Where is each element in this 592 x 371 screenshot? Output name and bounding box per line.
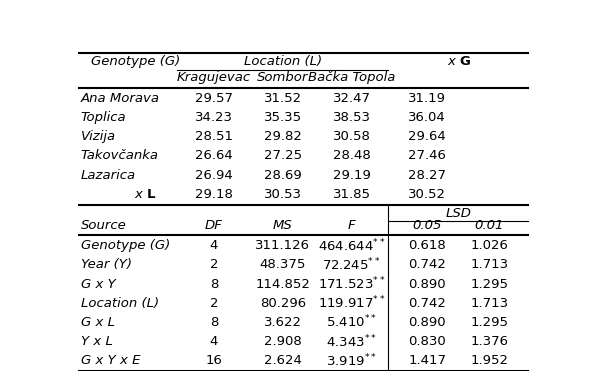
Text: Kragujevac: Kragujevac: [177, 70, 251, 83]
Text: G x L: G x L: [81, 316, 115, 329]
Text: 28.48: 28.48: [333, 150, 371, 162]
Text: 3.622: 3.622: [264, 316, 302, 329]
Text: 29.64: 29.64: [408, 130, 446, 143]
Text: 114.852: 114.852: [255, 278, 310, 290]
Text: 72.245$^{**}$: 72.245$^{**}$: [322, 257, 381, 273]
Text: 1.376: 1.376: [470, 335, 508, 348]
Text: 31.19: 31.19: [408, 92, 446, 105]
Text: 1.713: 1.713: [470, 259, 509, 272]
Text: 48.375: 48.375: [259, 259, 306, 272]
Text: 29.82: 29.82: [264, 130, 302, 143]
Text: 8: 8: [210, 316, 218, 329]
Text: 28.69: 28.69: [264, 168, 302, 181]
Text: Genotype (G): Genotype (G): [81, 239, 170, 252]
Text: F: F: [348, 219, 355, 232]
Text: 35.35: 35.35: [263, 111, 302, 124]
Text: LSD: LSD: [445, 207, 471, 220]
Text: 29.19: 29.19: [333, 168, 371, 181]
Text: 1.295: 1.295: [470, 278, 508, 290]
Text: 119.917$^{**}$: 119.917$^{**}$: [318, 295, 385, 312]
Text: 311.126: 311.126: [255, 239, 310, 252]
Text: Ana Morava: Ana Morava: [81, 92, 160, 105]
Text: DF: DF: [205, 219, 223, 232]
Text: 4: 4: [210, 335, 218, 348]
Text: 0.890: 0.890: [408, 278, 446, 290]
Text: $\it{x}$ $\bf{L}$: $\it{x}$ $\bf{L}$: [134, 188, 156, 201]
Text: 27.46: 27.46: [408, 150, 446, 162]
Text: 4: 4: [210, 239, 218, 252]
Text: 171.523$^{**}$: 171.523$^{**}$: [318, 276, 385, 292]
Text: 0.618: 0.618: [408, 239, 446, 252]
Text: 1.295: 1.295: [470, 316, 508, 329]
Text: 2.624: 2.624: [264, 354, 302, 367]
Text: 464.644$^{**}$: 464.644$^{**}$: [318, 237, 385, 254]
Text: Bačka Topola: Bačka Topola: [308, 70, 395, 83]
Text: 16: 16: [205, 354, 223, 367]
Text: G x Y x E: G x Y x E: [81, 354, 140, 367]
Text: 1.026: 1.026: [470, 239, 508, 252]
Text: 27.25: 27.25: [263, 150, 302, 162]
Text: 29.18: 29.18: [195, 188, 233, 201]
Text: 36.04: 36.04: [408, 111, 446, 124]
Text: 1.713: 1.713: [470, 297, 509, 310]
Text: G x Y: G x Y: [81, 278, 115, 290]
Text: Y x L: Y x L: [81, 335, 112, 348]
Text: Year (Y): Year (Y): [81, 259, 132, 272]
Text: 0.01: 0.01: [475, 219, 504, 232]
Text: 2.908: 2.908: [264, 335, 302, 348]
Text: 5.410$^{**}$: 5.410$^{**}$: [326, 314, 377, 331]
Text: 34.23: 34.23: [195, 111, 233, 124]
Text: 8: 8: [210, 278, 218, 290]
Text: Vizija: Vizija: [81, 130, 116, 143]
Text: 26.64: 26.64: [195, 150, 233, 162]
Text: 2: 2: [210, 259, 218, 272]
Text: 4.343$^{**}$: 4.343$^{**}$: [326, 333, 377, 350]
Text: 3.919$^{**}$: 3.919$^{**}$: [326, 352, 377, 369]
Text: 0.830: 0.830: [408, 335, 446, 348]
Text: 28.51: 28.51: [195, 130, 233, 143]
Text: 28.27: 28.27: [408, 168, 446, 181]
Text: 31.52: 31.52: [263, 92, 302, 105]
Text: Sombor: Sombor: [257, 70, 308, 83]
Text: 32.47: 32.47: [333, 92, 371, 105]
Text: 0.05: 0.05: [413, 219, 442, 232]
Text: 30.53: 30.53: [264, 188, 302, 201]
Text: MS: MS: [273, 219, 292, 232]
Text: 0.742: 0.742: [408, 259, 446, 272]
Text: Takovčanka: Takovčanka: [81, 150, 159, 162]
Text: Location (L): Location (L): [244, 55, 322, 68]
Text: 80.296: 80.296: [260, 297, 306, 310]
Text: Toplica: Toplica: [81, 111, 127, 124]
Text: 30.52: 30.52: [408, 188, 446, 201]
Text: 29.57: 29.57: [195, 92, 233, 105]
Text: Location (L): Location (L): [81, 297, 159, 310]
Text: 2: 2: [210, 297, 218, 310]
Text: Lazarica: Lazarica: [81, 168, 136, 181]
Text: 26.94: 26.94: [195, 168, 233, 181]
Text: 30.58: 30.58: [333, 130, 371, 143]
Text: 0.890: 0.890: [408, 316, 446, 329]
Text: Genotype (G): Genotype (G): [91, 55, 181, 68]
Text: 1.417: 1.417: [408, 354, 446, 367]
Text: 1.952: 1.952: [470, 354, 508, 367]
Text: 38.53: 38.53: [333, 111, 371, 124]
Text: $\it{x}$ $\bf{G}$: $\it{x}$ $\bf{G}$: [448, 55, 471, 68]
Text: Source: Source: [81, 219, 127, 232]
Text: 0.742: 0.742: [408, 297, 446, 310]
Text: 31.85: 31.85: [333, 188, 371, 201]
